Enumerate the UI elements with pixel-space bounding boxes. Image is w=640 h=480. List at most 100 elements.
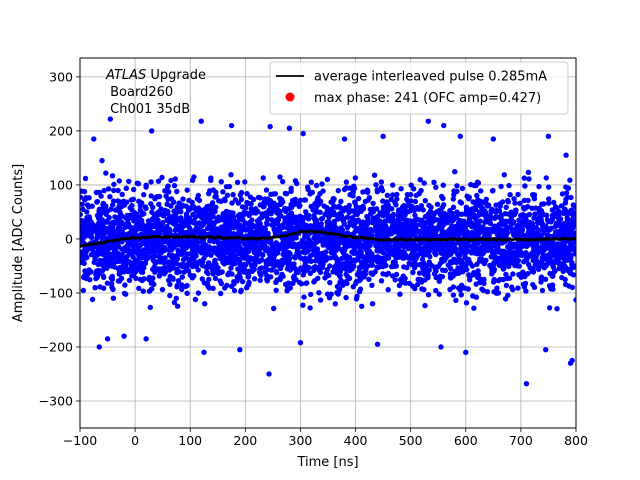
- scatter-point: [425, 292, 432, 298]
- scatter-point: [396, 209, 402, 216]
- average-pulse-point: [257, 237, 261, 241]
- scatter-point: [369, 301, 376, 307]
- scatter-point: [468, 250, 475, 256]
- scatter-point: [440, 267, 446, 273]
- average-pulse-point: [469, 238, 473, 242]
- scatter-point: [246, 268, 253, 274]
- scatter-point: [455, 285, 462, 291]
- scatter-point: [280, 273, 286, 280]
- scatter-point: [212, 194, 218, 200]
- plot-frame: [79, 57, 577, 429]
- scatter-point: [397, 232, 403, 238]
- scatter-point: [313, 182, 320, 189]
- average-pulse-point: [83, 243, 88, 247]
- average-pulse-point: [210, 235, 214, 239]
- scatter-point: [231, 256, 237, 262]
- average-pulse-point: [560, 236, 564, 241]
- scatter-point: [502, 219, 508, 225]
- average-pulse-point: [403, 238, 407, 242]
- scatter-point: [300, 302, 306, 308]
- scatter-point: [535, 228, 542, 234]
- scatter-point: [450, 196, 456, 202]
- scatter-point: [230, 248, 236, 254]
- scatter-point: [205, 249, 211, 256]
- average-pulse-point: [530, 238, 534, 242]
- x-axis-ticks: −100 0 100 200 300 400 500 600 700 800: [63, 428, 588, 448]
- scatter-point: [373, 182, 379, 188]
- scatter-point: [254, 252, 260, 259]
- scatter-point: [407, 226, 413, 232]
- scatter-point: [374, 258, 380, 265]
- scatter-point: [387, 249, 393, 255]
- average-pulse-point: [265, 236, 269, 240]
- scatter-point: [159, 224, 165, 230]
- scatter-point: [257, 277, 263, 283]
- scatter-point: [112, 214, 118, 220]
- scatter-point: [375, 226, 382, 233]
- scatter-point: [410, 269, 416, 276]
- scatter-point: [110, 198, 117, 204]
- scatter-point: [546, 227, 552, 233]
- scatter-point: [353, 296, 360, 302]
- average-pulse-point: [279, 234, 283, 238]
- scatter-point: [165, 183, 171, 189]
- scatter-point: [304, 248, 311, 255]
- scatter-point: [392, 277, 398, 283]
- average-pulse-point: [315, 230, 319, 234]
- scatter-point: [503, 282, 510, 289]
- scatter-point: [245, 282, 252, 288]
- scatter-point: [228, 283, 235, 289]
- scatter-point: [458, 249, 465, 255]
- scatter-point: [97, 261, 103, 267]
- average-pulse-point: [500, 238, 504, 242]
- scatter-point: [91, 259, 97, 265]
- scatter-point: [563, 190, 570, 196]
- average-pulse-point: [486, 238, 490, 242]
- scatter-point: [477, 276, 483, 282]
- scatter-point: [237, 192, 243, 198]
- average-pulse-point: [389, 238, 393, 242]
- average-pulse-point: [458, 238, 462, 242]
- scatter-point: [267, 207, 274, 214]
- average-pulse-point: [533, 238, 537, 242]
- scatter-point: [433, 251, 439, 258]
- scatter-point: [370, 271, 376, 277]
- x-tick-label: 300: [289, 433, 313, 448]
- average-pulse-point: [221, 236, 225, 240]
- scatter-point: [341, 261, 347, 267]
- average-pulse-point: [81, 243, 85, 248]
- scatter-point: [346, 243, 353, 249]
- average-pulse-point: [491, 237, 495, 241]
- scatter-point: [273, 287, 279, 293]
- scatter-point: [84, 214, 90, 221]
- scatter-point: [316, 290, 322, 296]
- scatter-point: [487, 213, 493, 220]
- scatter-point: [271, 226, 277, 232]
- y-tick-label: −300: [39, 393, 73, 408]
- scatter-point: [172, 176, 178, 182]
- scatter-point: [360, 189, 366, 195]
- scatter-point: [219, 253, 225, 259]
- scatter-point: [423, 244, 429, 250]
- scatter-point: [374, 232, 380, 239]
- scatter-point: [91, 225, 97, 232]
- average-pulse-point: [535, 237, 540, 241]
- scatter-point: [475, 246, 481, 252]
- scatter-point: [121, 255, 127, 262]
- scatter-point: [124, 231, 131, 238]
- scatter-point: [324, 219, 330, 225]
- scatter-point: [525, 169, 532, 175]
- scatter-point: [546, 196, 552, 202]
- scatter-point: [212, 275, 219, 282]
- scatter-point: [455, 252, 461, 258]
- scatter-point: [254, 218, 261, 224]
- average-pulse-point: [169, 235, 173, 239]
- scatter-point: [242, 204, 249, 210]
- scatter-point: [199, 223, 205, 229]
- scatter-point: [160, 259, 166, 265]
- scatter-point: [136, 285, 142, 291]
- average-pulse-point: [442, 238, 446, 242]
- scatter-point: [230, 241, 236, 248]
- average-pulse-point: [475, 237, 479, 241]
- scatter-point: [218, 290, 224, 297]
